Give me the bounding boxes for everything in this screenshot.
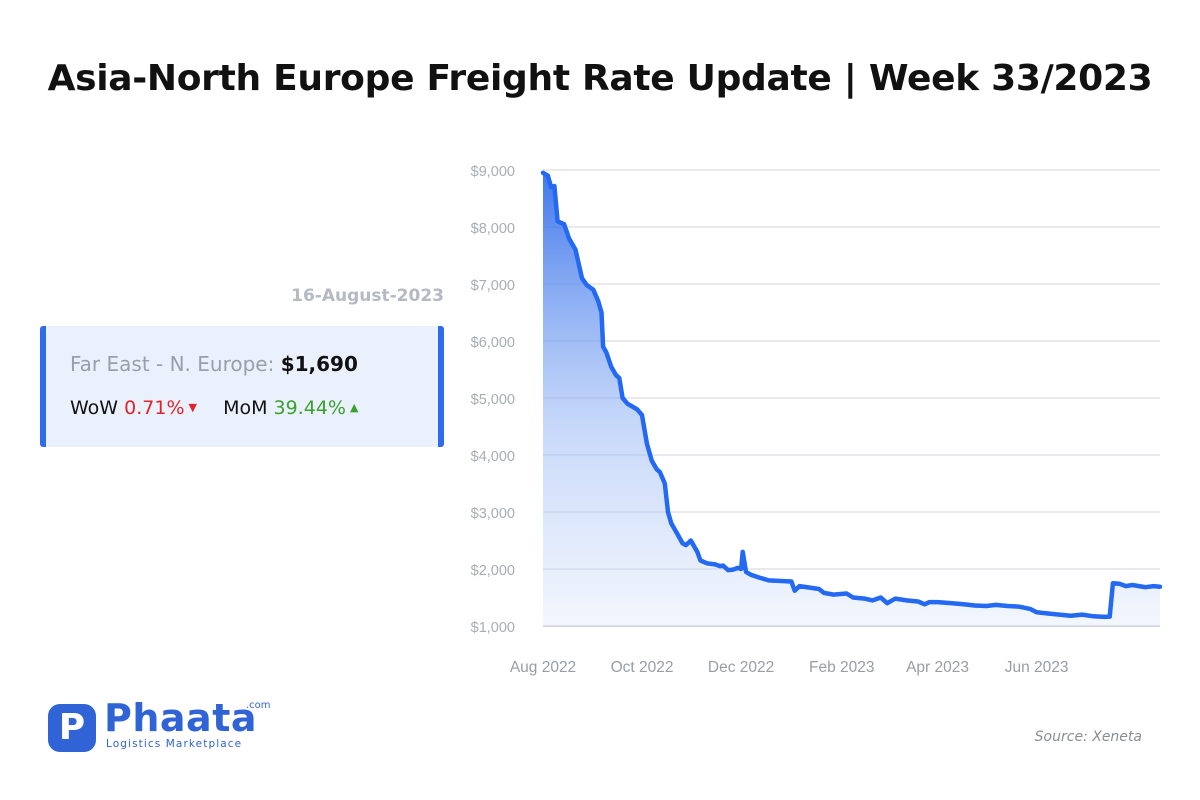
y-tick-label: $4,000 [471,449,515,465]
page-title: Asia-North Europe Freight Rate Update | … [47,58,1153,99]
y-tick-label: $3,000 [471,506,515,522]
y-tick-label: $5,000 [471,392,515,408]
logo-mark-icon: P [48,704,96,752]
y-tick-label: $2,000 [471,563,515,579]
y-tick-label: $9,000 [471,164,515,180]
logo-tagline: Logistics Marketplace [106,738,243,750]
route-label: Far East - N. Europe: [70,352,275,376]
wow-label: WoW [70,397,119,419]
route-price: $1,690 [280,352,358,376]
y-tick-label: $8,000 [471,221,515,237]
x-tick-label: Oct 2022 [611,659,674,676]
report-date: 16-August-2023 [291,286,444,306]
route-line: Far East - N. Europe: $1,690 [70,352,358,376]
y-tick-label: $6,000 [471,335,515,351]
x-tick-label: Apr 2023 [906,659,969,676]
x-tick-label: Jun 2023 [1005,659,1069,676]
logo-domain: .com [246,700,271,711]
source-note: Source: Xeneta [1034,729,1142,745]
rate-area [543,172,1160,627]
x-tick-label: Dec 2022 [708,659,774,676]
phaata-logo: P Phaata .com Logistics Marketplace [48,696,278,756]
y-tick-label: $7,000 [471,278,515,294]
caret-up-icon: ▲ [349,401,359,414]
rate-line [540,170,1163,620]
wow-value: 0.71% [124,397,185,419]
y-tick-label: $1,000 [471,620,515,636]
rate-card: Far East - N. Europe: $1,690 WoW 0.71% ▼ … [40,326,444,447]
change-line: WoW 0.71% ▼ MoM 39.44% ▲ [70,397,358,419]
logo-wordmark: Phaata [104,696,257,740]
x-tick-label: Feb 2023 [809,659,875,676]
mom-label: MoM [223,397,268,419]
mom-value: 39.44% [273,397,346,419]
caret-down-icon: ▼ [188,401,197,414]
x-tick-label: Aug 2022 [510,659,576,676]
